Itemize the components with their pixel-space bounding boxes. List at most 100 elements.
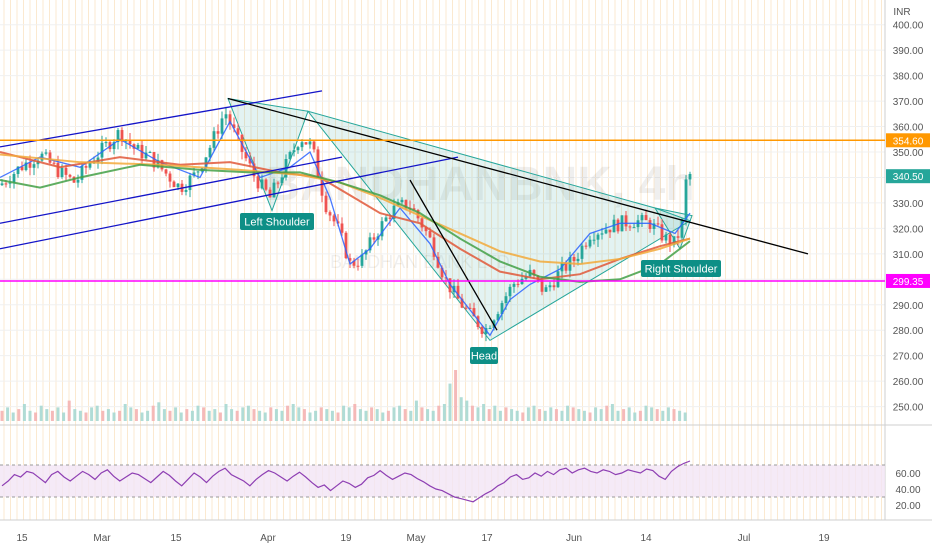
candle-body xyxy=(328,212,332,216)
volume-bar xyxy=(162,409,166,421)
candle-body xyxy=(404,199,408,208)
candle-body xyxy=(496,314,500,321)
horizontal-levels[interactable] xyxy=(0,139,885,282)
candle-body xyxy=(208,147,212,158)
candle-body xyxy=(104,142,108,144)
volume-bar xyxy=(123,404,127,421)
volume-bar xyxy=(269,407,273,421)
volume-bar xyxy=(426,409,430,421)
candle-body xyxy=(192,172,196,176)
candle-body xyxy=(292,150,296,153)
volume-bar xyxy=(140,412,144,421)
volume-bar xyxy=(392,407,396,421)
rsi-pane[interactable]: 20.00 40.00 60.00 xyxy=(0,460,921,512)
candle-body xyxy=(656,223,660,225)
price-tick-label: 370.00 xyxy=(893,97,924,108)
time-tick-label: Apr xyxy=(260,533,276,544)
candle-body xyxy=(260,179,264,189)
candle-body xyxy=(172,181,176,188)
candle-body xyxy=(132,144,136,149)
annotation-label: Head xyxy=(471,351,497,363)
volume-bar xyxy=(39,405,43,421)
volume-bar xyxy=(431,410,435,421)
candle-body xyxy=(380,221,384,237)
channel-mid-line xyxy=(0,156,343,224)
volume-bar xyxy=(106,409,110,421)
volume-bar xyxy=(532,405,536,421)
candle-body xyxy=(264,179,268,190)
volume-bar xyxy=(174,407,178,421)
candle-body xyxy=(572,256,576,262)
candle-body xyxy=(80,166,84,180)
candle-body xyxy=(296,147,300,151)
candle-body xyxy=(252,163,256,177)
candle-body xyxy=(548,285,552,288)
volume-bar xyxy=(386,410,390,421)
price-label: 354.60 xyxy=(893,136,924,147)
candle-body xyxy=(540,279,544,292)
price-label: 340.50 xyxy=(893,172,924,183)
time-tick-label: May xyxy=(407,533,426,544)
candle-body xyxy=(64,167,68,175)
volume-bar xyxy=(398,405,402,421)
volume-bar xyxy=(213,409,217,421)
volume-bar xyxy=(196,405,200,421)
candle-body xyxy=(344,232,348,259)
candle-body xyxy=(24,162,28,171)
candle-body xyxy=(480,326,484,334)
volume-bar xyxy=(56,407,60,421)
candle-body xyxy=(68,174,72,177)
volume-bar xyxy=(62,412,66,421)
candle-body xyxy=(400,199,404,203)
volume-bar xyxy=(302,409,306,421)
volume-bar xyxy=(258,410,262,421)
candle-body xyxy=(32,164,36,168)
candle-body xyxy=(388,217,392,219)
candle-body xyxy=(544,287,548,292)
rsi-tick-label: 40.00 xyxy=(895,485,920,496)
candle-body xyxy=(136,144,140,149)
candle-body xyxy=(100,142,104,158)
volume-bar xyxy=(190,410,194,421)
volume-bar xyxy=(342,405,346,421)
volume-bar xyxy=(666,407,670,421)
candle-body xyxy=(608,229,612,233)
volume-bar xyxy=(638,410,642,421)
candle-body xyxy=(536,275,540,280)
annotations: Left Shoulder Head Right Shoulder xyxy=(240,213,721,364)
volume-bar xyxy=(459,397,463,421)
price-label: 299.35 xyxy=(893,277,924,288)
time-tick-label: 14 xyxy=(640,533,652,544)
trendlines[interactable] xyxy=(0,90,809,331)
candle-body xyxy=(352,260,356,266)
candle-body xyxy=(44,152,48,154)
volume-bar xyxy=(291,404,295,421)
ema_mid-line xyxy=(0,151,691,281)
candle-body xyxy=(660,224,664,241)
volume-bar xyxy=(661,410,665,421)
candle-body xyxy=(384,217,388,222)
volume-bar xyxy=(185,409,189,421)
candle-body xyxy=(504,296,508,304)
candle-body xyxy=(84,166,88,168)
volume-bar xyxy=(224,404,228,421)
candle-body xyxy=(412,208,416,211)
volume-bar xyxy=(336,412,340,421)
volume-bar xyxy=(644,405,648,421)
candle-body xyxy=(672,236,676,245)
volume-bar xyxy=(370,407,374,421)
volume-bar xyxy=(353,404,357,421)
candle-body xyxy=(664,234,668,241)
currency-label: INR xyxy=(893,7,910,18)
volume-bar xyxy=(314,410,318,421)
volume-bar xyxy=(101,410,105,421)
candle-body xyxy=(28,162,32,168)
candle-body xyxy=(196,171,200,173)
price-tick-label: 290.00 xyxy=(893,301,924,312)
candle-body xyxy=(468,307,472,309)
candle-body xyxy=(168,173,172,182)
volume-bar xyxy=(0,410,4,421)
candle-body xyxy=(312,141,316,150)
